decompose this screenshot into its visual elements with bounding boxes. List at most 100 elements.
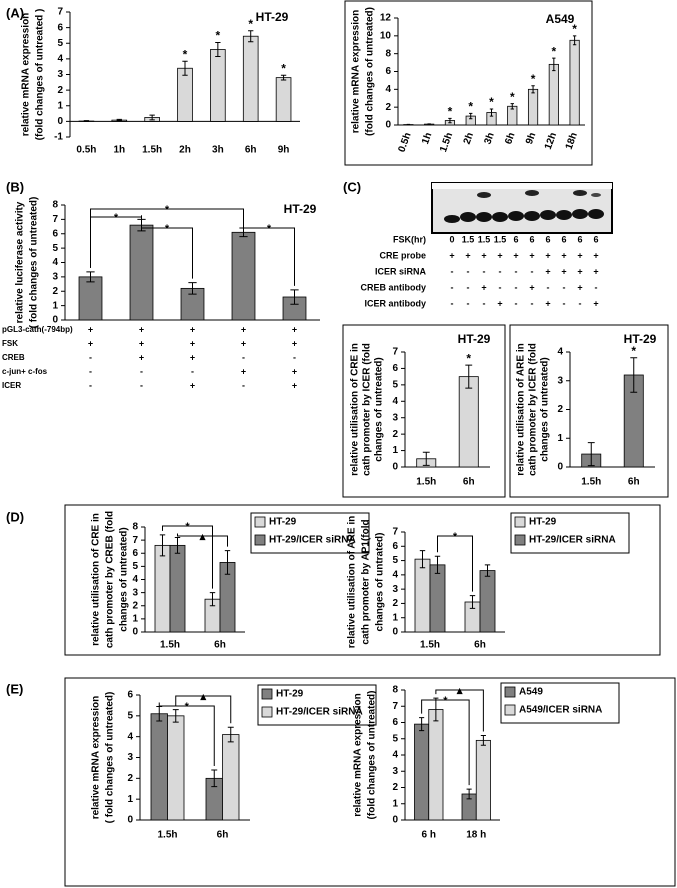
y-tick-label: 5 (392, 733, 398, 744)
bracket-label: * (453, 531, 458, 543)
bar (458, 376, 479, 468)
y-tick-label: 3 (392, 766, 398, 777)
lane-mark: + (561, 266, 566, 276)
lane-mark: + (481, 250, 486, 260)
lane-mark: - (467, 282, 470, 292)
condition-mark: + (292, 380, 297, 390)
y-tick-label: 8 (385, 48, 391, 59)
comparison-bracket (90, 208, 244, 268)
lane-mark: - (451, 298, 454, 308)
y-tick-label: 6 (392, 541, 398, 552)
x-tick-label: 6h (245, 145, 257, 156)
condition-label: c-jun+ c-fos (2, 367, 48, 376)
y-tick-label: 3 (57, 69, 63, 80)
x-tick-label: 12h (543, 131, 559, 151)
condition-mark: - (89, 366, 92, 376)
y-axis-label: changes of untreated) (374, 357, 385, 461)
y-tick-label: 12 (380, 13, 392, 24)
error-bar (466, 788, 472, 800)
y-axis-label: changes of untreated) (540, 357, 551, 461)
significance-mark: * (510, 90, 515, 104)
y-axis-label: cath promoter by AP1(fold (361, 519, 372, 644)
y-tick-label: 4 (392, 396, 398, 407)
lane-mark: - (579, 298, 582, 308)
significance-mark: * (183, 47, 188, 61)
bracket-label: * (443, 695, 448, 707)
y-axis-label: relative utilisation of ARE in (516, 343, 527, 475)
y-tick-label: 4 (57, 54, 63, 65)
error-bar (86, 271, 95, 283)
bar (150, 713, 168, 821)
lane-mark: + (577, 282, 582, 292)
y-tick-label: 6 (57, 22, 63, 33)
lane-mark: + (577, 266, 582, 276)
bracket-label: * (267, 223, 272, 235)
y-tick-label: 7 (132, 535, 138, 546)
error-bar (433, 697, 439, 722)
significance-mark: * (216, 29, 221, 43)
lane-mark: 1.5 (462, 234, 475, 244)
lane-mark: - (531, 298, 534, 308)
y-tick-label: 2 (392, 782, 398, 793)
lane-mark: 0 (449, 234, 454, 244)
lane-mark: + (593, 298, 598, 308)
error-bar (510, 103, 514, 110)
chart-title: HT-29 (256, 10, 289, 24)
panel-label: (B) (6, 179, 24, 194)
lane-mark: 6 (545, 234, 550, 244)
y-tick-label: 2 (385, 102, 391, 113)
lane-mark: 6 (513, 234, 518, 244)
lane-mark: 6 (529, 234, 534, 244)
row-label: ICER antibody (364, 298, 426, 308)
bar (154, 544, 171, 633)
y-tick-label: 0 (392, 815, 398, 826)
legend-swatch (261, 706, 273, 718)
y-tick-label: 1 (557, 433, 563, 444)
lane-mark: + (593, 250, 598, 260)
lane-mark: 6 (593, 234, 598, 244)
x-tick-label: 2h (462, 131, 476, 146)
x-tick-label: 1.5h (142, 145, 162, 156)
error-bar (215, 41, 221, 58)
y-tick-label: 2 (57, 85, 63, 96)
error-bar (469, 112, 473, 120)
error-bar (552, 57, 556, 72)
lane-mark: 1.5 (478, 234, 491, 244)
y-tick-label: 1 (392, 445, 398, 456)
error-bar (182, 60, 188, 76)
x-tick-label: 9h (524, 131, 538, 146)
lane-mark: - (499, 266, 502, 276)
x-tick-label: 9h (278, 145, 290, 156)
condition-mark: + (139, 324, 144, 334)
row-label: CREB antibody (360, 282, 426, 292)
legend-frame (250, 512, 370, 554)
error-bar (174, 537, 181, 554)
panel-label: (E) (6, 681, 23, 696)
y-tick-label: 3 (52, 272, 58, 283)
y-tick-label: 4 (557, 347, 563, 358)
bar (231, 231, 256, 321)
comparison-bracket (141, 215, 193, 279)
x-tick-label: 0.5h (397, 131, 414, 154)
y-tick-label: 1 (392, 612, 398, 623)
legend-swatch (261, 688, 273, 700)
y-tick-label: 7 (392, 347, 398, 358)
lane-mark: - (515, 298, 518, 308)
legend-label: HT-29 (276, 689, 304, 700)
y-tick-label: 2 (127, 773, 133, 784)
row-label: ICER siRNA (375, 266, 427, 276)
legend-swatch (514, 534, 526, 546)
lane-mark: 1.5 (494, 234, 507, 244)
y-axis-label: cath promoter by CREB (fold (105, 511, 116, 648)
y-tick-label: 2 (557, 404, 563, 415)
condition-mark: + (190, 338, 195, 348)
y-tick-label: 5 (52, 243, 58, 254)
x-tick-label: 6h (217, 830, 229, 841)
y-tick-label: 8 (392, 685, 398, 696)
row-label: CRE probe (379, 250, 426, 260)
y-tick-label: 5 (57, 38, 63, 49)
y-axis-label: (fold changes of untreated ) (35, 9, 46, 141)
y-tick-label: 7 (392, 527, 398, 538)
lane-mark: - (515, 282, 518, 292)
legend-label: HT-29 (529, 517, 557, 528)
